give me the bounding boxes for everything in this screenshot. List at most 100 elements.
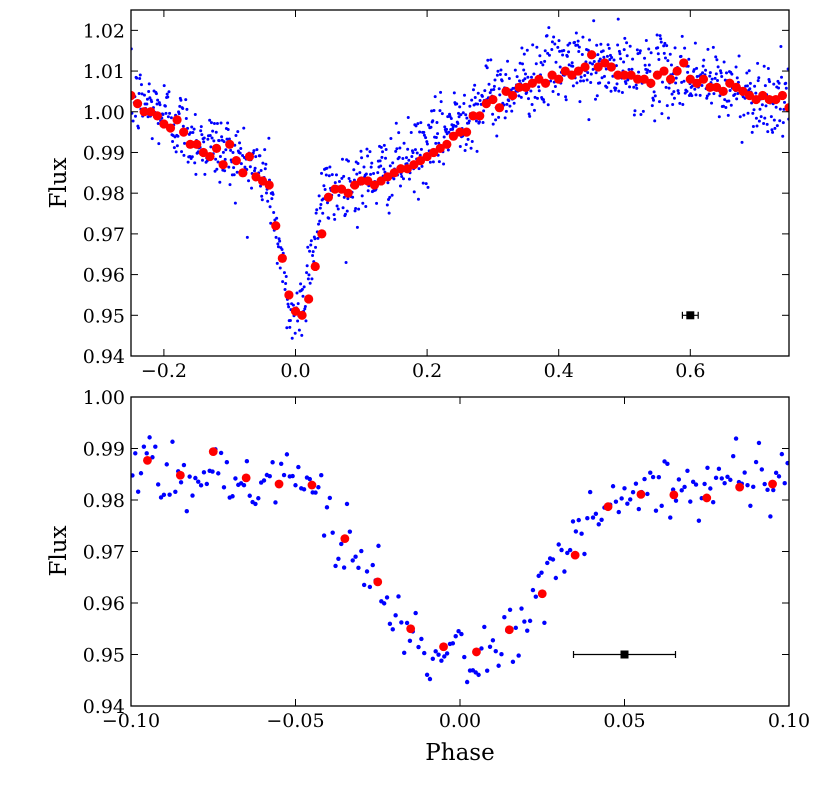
raw-point: [245, 235, 249, 239]
binned-point: [735, 482, 745, 492]
raw-point: [535, 45, 539, 49]
raw-point: [324, 173, 328, 177]
raw-point: [682, 484, 687, 490]
raw-point: [284, 281, 288, 285]
raw-point: [720, 75, 724, 79]
raw-point: [142, 93, 146, 97]
raw-point: [424, 136, 428, 140]
raw-point: [284, 452, 290, 457]
plot-frame: [130, 396, 790, 707]
raw-point: [427, 676, 433, 682]
raw-point: [224, 148, 228, 152]
raw-point: [575, 81, 579, 85]
binned-point: [554, 74, 564, 84]
raw-point: [512, 101, 516, 105]
raw-point: [397, 155, 401, 159]
raw-point: [212, 122, 216, 126]
raw-point: [346, 197, 350, 201]
raw-point: [250, 186, 254, 190]
raw-point: [757, 119, 761, 123]
raw-point: [484, 668, 490, 673]
raw-point: [628, 85, 632, 89]
raw-point: [769, 115, 773, 119]
raw-point: [223, 157, 227, 161]
raw-point: [582, 79, 586, 83]
raw-point: [199, 129, 203, 133]
raw-point: [663, 56, 667, 60]
binned-point: [225, 139, 235, 149]
raw-point: [201, 470, 207, 475]
raw-point: [607, 81, 611, 85]
raw-point: [724, 106, 728, 110]
raw-point: [687, 57, 691, 61]
raw-points: [131, 435, 789, 685]
x-tick-label: 0.6: [675, 360, 705, 382]
raw-point: [416, 122, 420, 126]
raw-point: [643, 63, 647, 67]
raw-point: [517, 94, 521, 98]
y-tick-label: 0.98: [83, 183, 125, 205]
raw-point: [220, 135, 224, 139]
raw-point: [238, 151, 242, 155]
raw-point: [733, 436, 739, 441]
raw-point: [299, 282, 303, 286]
raw-point: [370, 562, 375, 568]
binned-point: [501, 86, 511, 97]
raw-point: [564, 98, 568, 102]
raw-point: [353, 209, 357, 213]
raw-point: [658, 34, 662, 38]
raw-point: [694, 93, 698, 97]
raw-point: [182, 153, 186, 157]
raw-point: [243, 165, 247, 169]
raw-point: [275, 261, 279, 265]
binned-point: [244, 151, 255, 162]
raw-point: [571, 64, 575, 68]
binned-point: [527, 78, 537, 88]
raw-point: [439, 90, 443, 94]
raw-point: [334, 173, 338, 177]
raw-point: [481, 121, 485, 125]
raw-point: [431, 160, 435, 164]
raw-point: [141, 444, 147, 449]
raw-point: [233, 476, 238, 481]
raw-point: [457, 115, 461, 119]
raw-point: [381, 150, 385, 154]
raw-point: [422, 133, 426, 137]
raw-point: [196, 479, 201, 484]
raw-point: [442, 135, 446, 139]
binned-point: [768, 479, 777, 489]
raw-point: [429, 125, 433, 129]
errorbar: [681, 311, 699, 320]
binned-point: [718, 86, 728, 97]
raw-point: [179, 98, 183, 102]
raw-point: [468, 104, 472, 108]
raw-point: [771, 487, 776, 493]
raw-point: [268, 205, 272, 209]
raw-point: [230, 494, 235, 499]
raw-point: [695, 75, 699, 79]
raw-point: [253, 501, 258, 507]
raw-point: [140, 92, 144, 96]
binned-point: [307, 480, 317, 490]
raw-point: [696, 518, 702, 523]
raw-point: [713, 76, 717, 80]
raw-point: [533, 95, 537, 99]
raw-point: [350, 558, 355, 563]
raw-point: [622, 60, 626, 64]
raw-point: [757, 76, 761, 80]
raw-point: [247, 179, 251, 183]
raw-point: [242, 126, 246, 130]
raw-point: [768, 80, 772, 84]
raw-point: [171, 139, 175, 143]
raw-point: [702, 481, 707, 487]
raw-point: [515, 75, 519, 79]
raw-point: [567, 50, 571, 54]
raw-point: [702, 58, 706, 62]
raw-point: [599, 42, 603, 46]
raw-point: [158, 103, 162, 107]
raw-point: [733, 92, 737, 96]
binned-point: [560, 66, 570, 76]
raw-point: [622, 486, 627, 491]
raw-point: [164, 462, 169, 467]
raw-point: [382, 143, 386, 147]
